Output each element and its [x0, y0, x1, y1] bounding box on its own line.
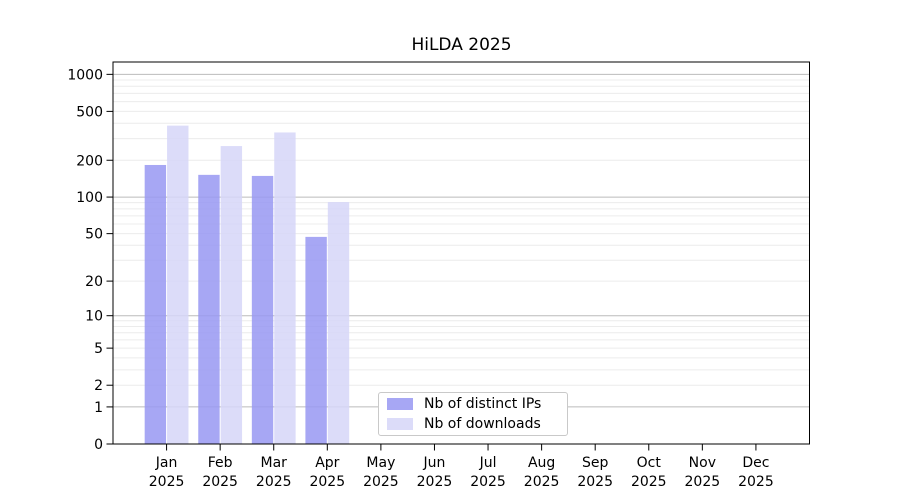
legend-label-downloads: Nb of downloads — [424, 416, 541, 432]
bar-downloads — [274, 132, 296, 444]
bar-distinct-ips — [305, 236, 327, 444]
x-axis-tick-label: Mar 2025 — [256, 455, 292, 490]
x-axis-tick-label: Feb 2025 — [202, 455, 238, 490]
legend-swatch-distinct-ips — [387, 398, 413, 410]
x-axis-tick-label: May 2025 — [363, 455, 399, 490]
y-axis-tick-label: 200 — [76, 153, 103, 169]
y-axis-tick-label: 5 — [94, 341, 103, 357]
legend-swatch-downloads — [387, 418, 413, 430]
bar-downloads — [327, 202, 350, 444]
x-axis-tick-label: Jan 2025 — [149, 455, 185, 490]
y-axis-tick-label: 50 — [85, 227, 103, 243]
x-axis-tick-label: Jul 2025 — [470, 455, 506, 490]
y-axis-tick-label: 1 — [94, 400, 103, 416]
legend-item-downloads: Nb of downloads — [387, 416, 567, 432]
legend: Nb of distinct IPs Nb of downloads — [378, 392, 568, 436]
plot-border — [112, 61, 810, 445]
x-axis-tick-label: Sep 2025 — [577, 455, 613, 490]
y-axis-tick-label: 2 — [94, 378, 103, 394]
legend-label-distinct-ips: Nb of distinct IPs — [424, 396, 542, 412]
x-axis-tick-label: Dec 2025 — [738, 455, 774, 490]
x-axis-tick-label: Nov 2025 — [685, 455, 721, 490]
y-axis-tick-label: 100 — [76, 190, 103, 206]
x-axis-tick-label: Apr 2025 — [309, 455, 345, 490]
y-axis-tick-label: 10 — [85, 309, 103, 325]
x-axis-tick-label: Jun 2025 — [417, 455, 453, 490]
legend-item-distinct-ips: Nb of distinct IPs — [387, 396, 567, 412]
bar-distinct-ips — [144, 164, 167, 445]
y-axis-tick-label: 0 — [94, 437, 103, 453]
bar-downloads — [167, 125, 189, 445]
y-axis-tick-label: 500 — [76, 104, 103, 120]
bar-distinct-ips — [198, 174, 220, 444]
x-axis-tick-label: Aug 2025 — [524, 455, 560, 490]
y-axis-tick-label: 1000 — [67, 67, 103, 83]
bar-distinct-ips — [251, 175, 274, 444]
y-axis-tick-label: 20 — [85, 274, 103, 290]
chart-title: HiLDA 2025 — [411, 35, 512, 55]
x-axis-tick-label: Oct 2025 — [631, 455, 667, 490]
bar-downloads — [220, 146, 243, 444]
